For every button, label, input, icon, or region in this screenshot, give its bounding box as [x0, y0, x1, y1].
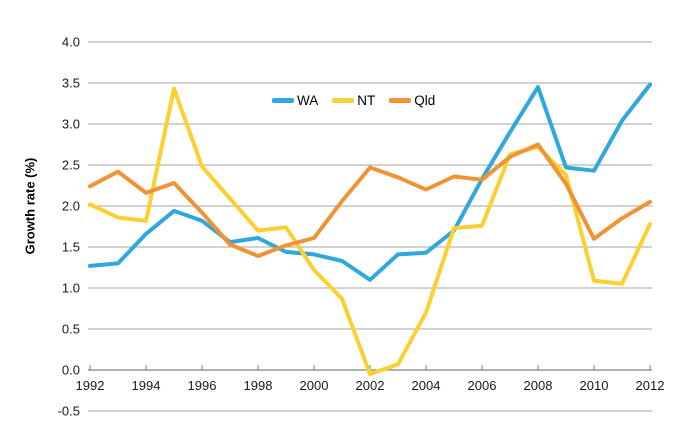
- y-tick-label: 4.0: [62, 35, 80, 50]
- nt-line-swatch-icon: [332, 98, 355, 103]
- legend-label-nt: NT: [357, 93, 376, 108]
- x-tick-label: 1994: [132, 378, 161, 393]
- x-tick-label: 2004: [412, 378, 441, 393]
- y-tick-label: 2.5: [62, 158, 80, 173]
- x-tick-label: 1996: [188, 378, 217, 393]
- x-tick-label: 2010: [580, 378, 609, 393]
- series-line-qld: [88, 142, 652, 258]
- y-tick-label: 1.5: [62, 240, 80, 255]
- y-tick-label: 0.0: [62, 363, 80, 378]
- x-tick-label: 1992: [76, 378, 105, 393]
- legend: WA NT Qld: [272, 93, 435, 108]
- wa-line-swatch-icon: [272, 98, 294, 103]
- legend-item-nt: NT: [332, 93, 375, 108]
- legend-label-qld: Qld: [414, 93, 436, 108]
- series-line-wa: [88, 82, 652, 282]
- x-tick-label: 2008: [524, 378, 553, 393]
- x-tick-label: 2012: [636, 378, 665, 393]
- y-tick-label: 2.0: [62, 199, 80, 214]
- y-tick-label: 0.5: [62, 322, 80, 337]
- legend-label-wa: WA: [297, 93, 319, 108]
- legend-item-qld: Qld: [389, 93, 435, 108]
- y-tick-label: -0.5: [58, 404, 80, 419]
- y-tick-label: 3.5: [62, 76, 80, 91]
- y-axis-title: Growth rate (%): [22, 157, 38, 255]
- y-tick-label: 3.0: [62, 117, 80, 132]
- qld-line-swatch-icon: [389, 98, 412, 103]
- y-tick-label: 1.0: [62, 281, 80, 296]
- x-tick-label: 2006: [468, 378, 497, 393]
- series-line-nt: [88, 86, 652, 377]
- legend-item-wa: WA: [272, 93, 318, 108]
- x-tick-label: 2000: [300, 378, 329, 393]
- x-tick-label: 2002: [356, 378, 385, 393]
- x-tick-label: 1998: [244, 378, 273, 393]
